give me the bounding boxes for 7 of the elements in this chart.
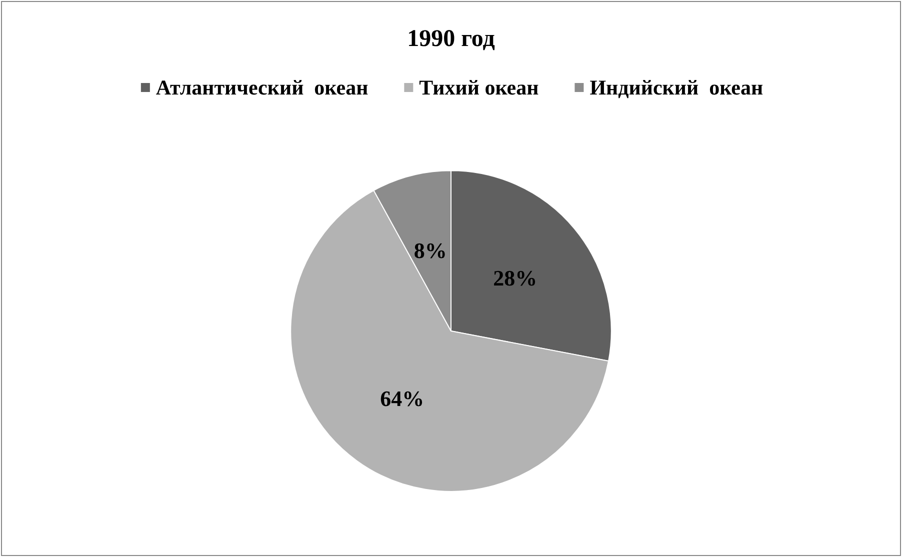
legend-label: Тихий океан bbox=[419, 76, 539, 100]
legend-label: Индийский океан bbox=[590, 76, 764, 100]
data-label: 28% bbox=[493, 265, 538, 290]
chart-title: 1990 год bbox=[407, 26, 495, 52]
data-label: 8% bbox=[414, 238, 447, 263]
data-label: 64% bbox=[380, 386, 424, 411]
legend-label: Атлантический океан bbox=[156, 76, 368, 100]
